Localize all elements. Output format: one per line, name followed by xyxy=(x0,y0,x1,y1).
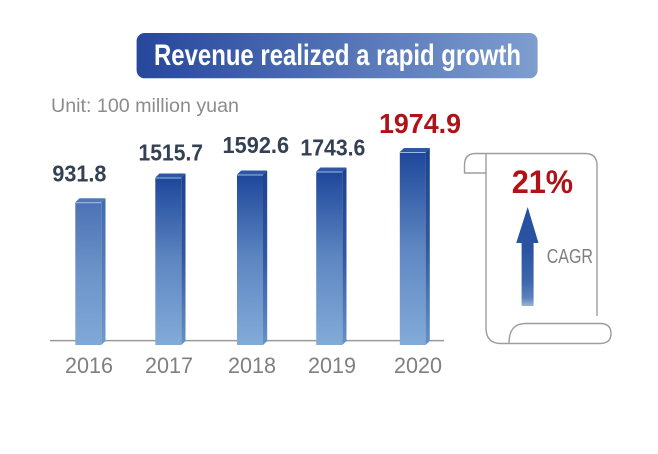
svg-text:Unit: 100 million yuan: Unit: 100 million yuan xyxy=(51,96,239,117)
svg-text:2020: 2020 xyxy=(394,353,442,378)
svg-text:1974.9: 1974.9 xyxy=(379,108,461,139)
svg-text:2017: 2017 xyxy=(145,353,193,378)
svg-text:1592.6: 1592.6 xyxy=(223,132,290,158)
svg-text:CAGR: CAGR xyxy=(547,246,593,268)
svg-text:931.8: 931.8 xyxy=(52,160,106,186)
svg-text:2019: 2019 xyxy=(308,353,356,378)
svg-text:Revenue realized a rapid growt: Revenue realized a rapid growth xyxy=(154,39,521,72)
svg-text:21%: 21% xyxy=(512,164,573,200)
svg-text:1743.6: 1743.6 xyxy=(300,135,365,161)
svg-text:1515.7: 1515.7 xyxy=(139,140,204,166)
svg-text:2018: 2018 xyxy=(228,353,276,378)
svg-text:2016: 2016 xyxy=(65,353,113,378)
